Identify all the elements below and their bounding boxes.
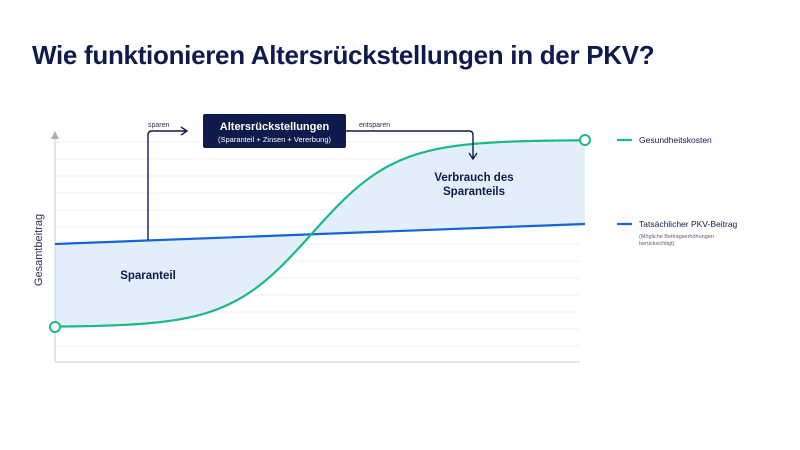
verbrauch-label-line2: Sparanteils [443, 186, 505, 198]
sparanteil-label: Sparanteil [120, 270, 176, 282]
altersrueckstellungen-box [203, 114, 346, 148]
premium-line [54, 222, 586, 246]
box-title: Altersrückstellungen [220, 121, 330, 133]
sparen-label: sparen [148, 122, 170, 129]
entsparen-arrowhead [468, 152, 478, 161]
box-subtitle: (Sparanteil + Zinsen + Vererbung) [218, 135, 331, 144]
health-cost-curve [54, 139, 586, 328]
legend-label-gesundheitskosten: Gesundheitskosten [639, 135, 712, 145]
verbrauch-label-line1: Verbrauch des [434, 172, 513, 184]
legend-note-line2: berücksichtigt) [639, 241, 675, 247]
sparen-arrowhead [180, 126, 189, 136]
curve-end-marker [579, 134, 591, 146]
y-axis-label: Gesamtbeitrag [33, 214, 45, 286]
legend-label-pkv-beitrag: Tatsächlicher PKV-Beitrag [639, 219, 738, 229]
entsparen-label: entsparen [359, 122, 390, 129]
curve-start-marker [49, 321, 61, 333]
y-axis-arrowhead [51, 131, 59, 139]
sparen-arrow [147, 130, 186, 240]
page-title: Wie funktionieren Altersrückstellungen i… [32, 40, 655, 70]
entsparen-arrow [346, 130, 474, 158]
legend-note-line1: (Mögliche Beitragserhöhungen [639, 234, 714, 240]
